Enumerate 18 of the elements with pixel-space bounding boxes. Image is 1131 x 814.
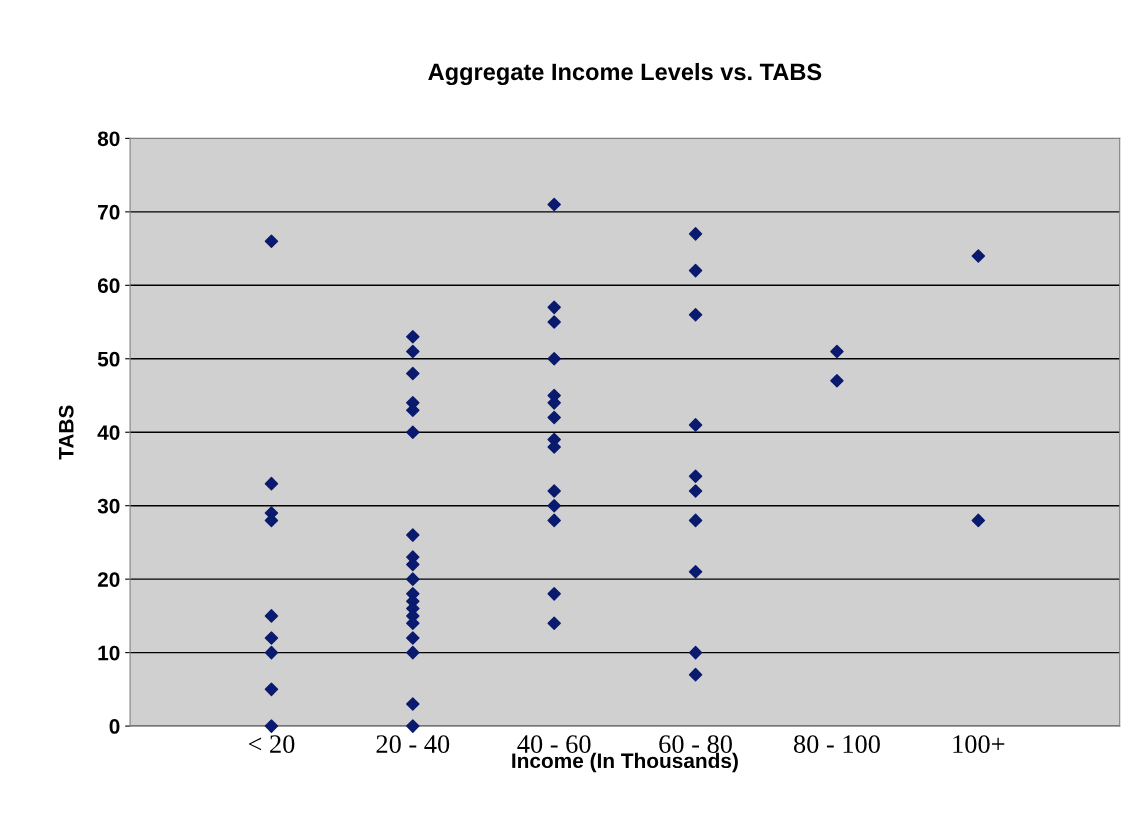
y-axis-title: TABS [58, 405, 74, 460]
chart-title: Aggregate Income Levels vs. TABS [428, 62, 822, 86]
y-tick-label: 80 [97, 131, 120, 147]
x-tick-label: 40 - 60 [517, 735, 591, 753]
y-tick-label: 70 [98, 204, 120, 220]
y-tick-label: 30 [97, 498, 120, 514]
x-tick-label: 100+ [953, 735, 1005, 753]
y-tick-label: 40 [97, 425, 120, 440]
y-tick-label: 10 [98, 645, 120, 661]
x-tick-label: 20 - 40 [376, 735, 450, 753]
x-axis-title: Income (In Thousands) [512, 752, 738, 773]
x-tick-label: 60 - 80 [659, 735, 732, 753]
y-tick-label: 0 [109, 719, 120, 734]
y-tick-label: 50 [97, 351, 120, 367]
y-tick-label: 20 [97, 572, 120, 587]
x-tick-label: 80 - 100 [793, 735, 880, 753]
y-tick-label: 60 [97, 278, 120, 294]
x-tick-label: < 20 [248, 735, 295, 753]
